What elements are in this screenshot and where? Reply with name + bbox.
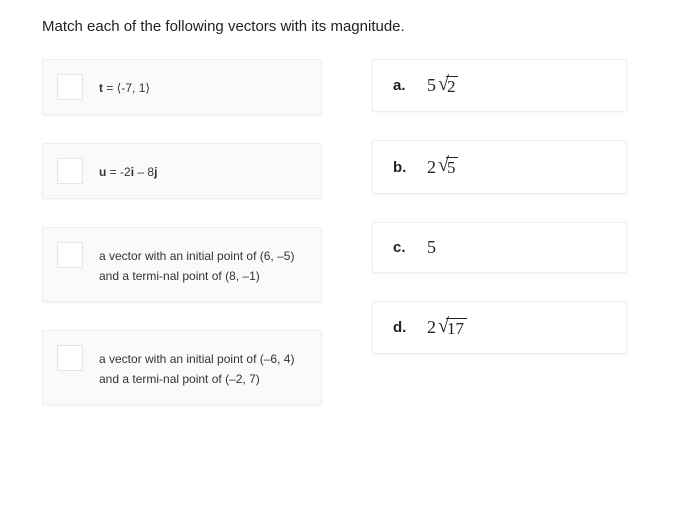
- answer-value: 2√5: [427, 155, 458, 178]
- question-prompt: Match each of the following vectors with…: [42, 18, 633, 35]
- coefficient: 2: [427, 157, 436, 178]
- answer-card[interactable]: a. 5√2: [372, 59, 627, 112]
- question-card[interactable]: u = -2i – 8j: [42, 143, 322, 199]
- answer-dropzone[interactable]: [57, 158, 83, 184]
- question-text: t = ⟨-7, 1⟩: [99, 74, 150, 98]
- answers-column: a. 5√2 b. 2√5 c. 5 d. 2√17: [372, 59, 627, 433]
- coefficient: 5: [427, 237, 436, 258]
- question-text: u = -2i – 8j: [99, 158, 157, 182]
- question-text: a vector with an initial point of (–6, 4…: [99, 345, 307, 390]
- answer-letter: d.: [393, 319, 427, 336]
- answer-dropzone[interactable]: [57, 74, 83, 100]
- coefficient: 5: [427, 75, 436, 96]
- answer-value: 5: [427, 237, 436, 258]
- answer-dropzone[interactable]: [57, 345, 83, 371]
- answer-value: 5√2: [427, 74, 458, 97]
- answer-letter: b.: [393, 159, 427, 176]
- answer-card[interactable]: b. 2√5: [372, 140, 627, 193]
- question-card[interactable]: t = ⟨-7, 1⟩: [42, 59, 322, 115]
- question-card[interactable]: a vector with an initial point of (6, –5…: [42, 227, 322, 302]
- radicand: 17: [446, 318, 467, 339]
- answer-letter: a.: [393, 77, 427, 94]
- sqrt-icon: √5: [438, 155, 458, 178]
- sqrt-icon: √17: [438, 316, 467, 339]
- radicand: 5: [446, 157, 459, 178]
- answer-letter: c.: [393, 239, 427, 256]
- coefficient: 2: [427, 317, 436, 338]
- answer-card[interactable]: c. 5: [372, 222, 627, 273]
- question-card[interactable]: a vector with an initial point of (–6, 4…: [42, 330, 322, 405]
- answer-card[interactable]: d. 2√17: [372, 301, 627, 354]
- radicand: 2: [446, 76, 459, 97]
- sqrt-icon: √2: [438, 74, 458, 97]
- answer-value: 2√17: [427, 316, 467, 339]
- answer-dropzone[interactable]: [57, 242, 83, 268]
- question-text: a vector with an initial point of (6, –5…: [99, 242, 307, 287]
- questions-column: t = ⟨-7, 1⟩ u = -2i – 8j a vector with a…: [42, 59, 322, 433]
